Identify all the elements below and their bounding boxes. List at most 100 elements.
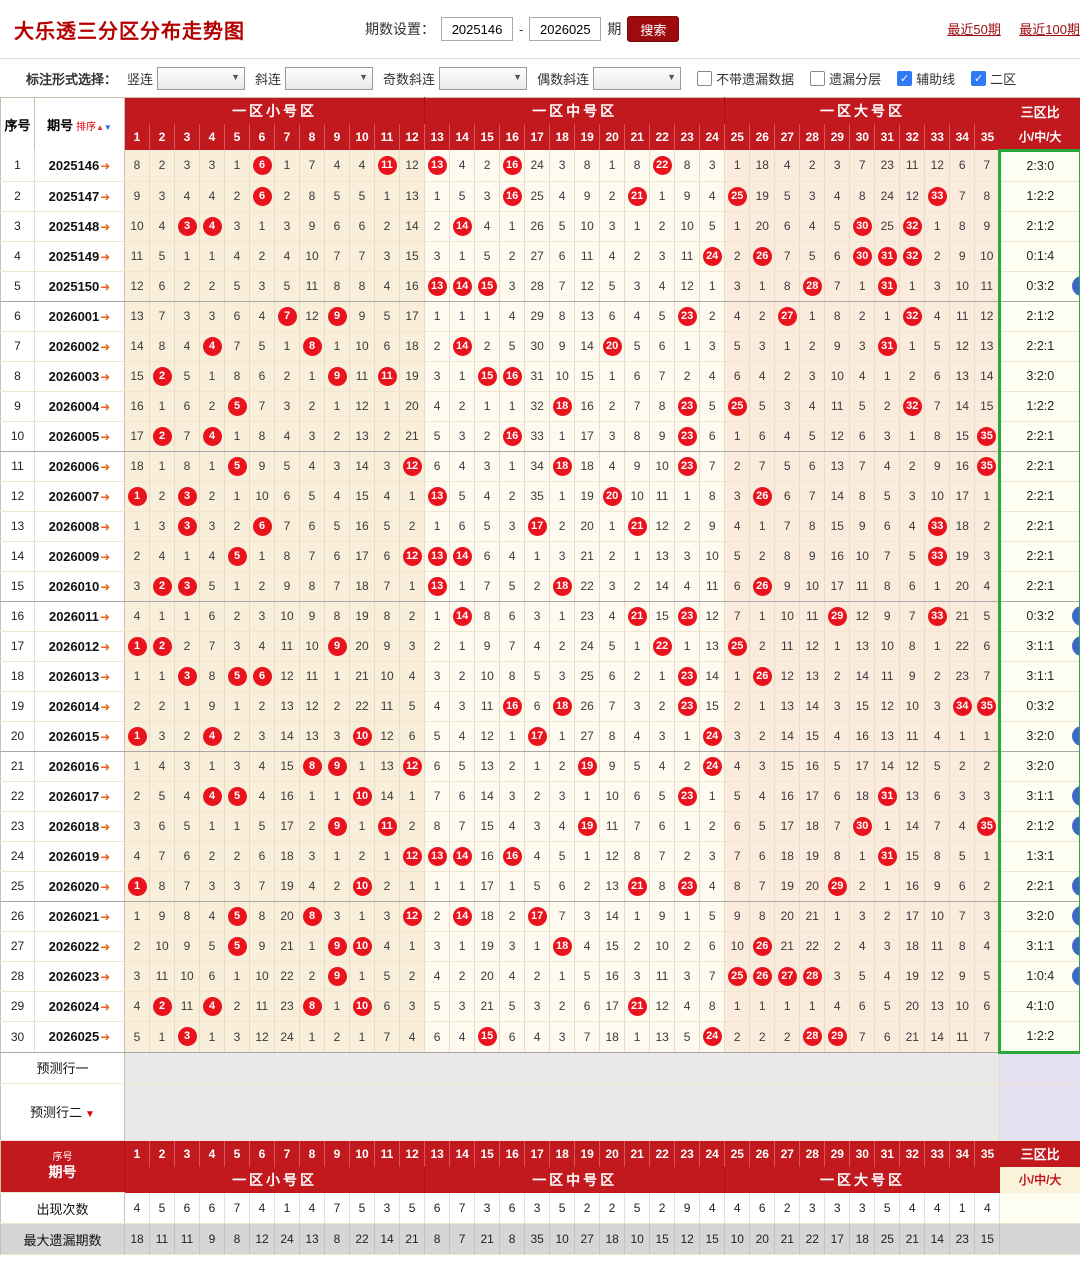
odd-diagonal-select[interactable]: ▼ bbox=[439, 66, 528, 90]
grid-cell: 2 bbox=[974, 751, 1001, 782]
ratio-cell: 3:1:1 bbox=[998, 781, 1080, 812]
grid-cell: 31 bbox=[524, 361, 551, 392]
no-omission-checkbox[interactable] bbox=[697, 70, 713, 86]
sort-asc-icon[interactable]: ▲ bbox=[95, 122, 104, 132]
grid-cell: 4 bbox=[199, 781, 225, 812]
grid-cell: 1 bbox=[324, 991, 350, 1022]
grid-cell: 34 bbox=[949, 691, 976, 722]
grid-cell: 8 bbox=[299, 901, 325, 932]
grid-cell: 4 bbox=[149, 211, 175, 242]
hit-ball: 4 bbox=[202, 336, 222, 356]
seq-cell: 25 bbox=[0, 871, 35, 902]
grid-cell: 13 bbox=[649, 541, 676, 572]
number-column-header: 10 bbox=[349, 124, 375, 150]
recent-100-link[interactable]: 最近100期 bbox=[1019, 22, 1080, 37]
grid-cell: 9 bbox=[324, 811, 350, 842]
vertical-link-select[interactable]: ▼ bbox=[157, 66, 246, 90]
even-diagonal-select[interactable]: ▼ bbox=[593, 66, 682, 90]
grid-cell: 3 bbox=[174, 751, 200, 782]
grid-cell: 1 bbox=[899, 271, 926, 302]
grid-cell: 11 bbox=[899, 721, 926, 752]
grid-cell: 20 bbox=[949, 571, 976, 602]
grid-cell: 7 bbox=[174, 421, 200, 452]
grid-cell: 8 bbox=[249, 421, 275, 452]
prediction-area[interactable] bbox=[124, 1083, 1001, 1141]
grid-cell: 6 bbox=[424, 1021, 451, 1053]
grid-cell: 19 bbox=[474, 931, 501, 962]
sort-control[interactable]: 排序▲▼ bbox=[73, 121, 112, 133]
grid-cell: 5 bbox=[174, 361, 200, 392]
grid-cell: 3 bbox=[224, 871, 250, 902]
grid-cell: 8 bbox=[649, 391, 676, 422]
grid-cell: 1 bbox=[349, 901, 375, 932]
sort-desc-icon[interactable]: ▼ bbox=[103, 122, 112, 132]
grid-cell: 6 bbox=[949, 150, 976, 182]
grid-cell: 6 bbox=[524, 691, 551, 722]
grid-cell: 3 bbox=[649, 241, 676, 272]
grid-cell: 4 bbox=[174, 331, 200, 362]
zone2-checkbox[interactable]: ✓ bbox=[971, 70, 987, 86]
grid-cell: 3 bbox=[474, 181, 501, 212]
grid-cell: 10 bbox=[299, 631, 325, 662]
hit-ball: 6 bbox=[252, 155, 272, 175]
grid-cell: 15 bbox=[574, 361, 601, 392]
period-from-input[interactable] bbox=[441, 17, 513, 41]
grid-cell: 21 bbox=[474, 991, 501, 1022]
period-unit-label: 期 bbox=[607, 21, 622, 37]
arrow-right-icon: ➜ bbox=[100, 669, 111, 684]
grid-cell: 6 bbox=[324, 541, 350, 572]
table-row: 9 2026004➜ 16 1 6 2 5 7 3 2 1 12 1 20 4 2 1 1 32 18 16 2 7 8 23 5… bbox=[0, 391, 1080, 422]
diagonal-link-select[interactable]: ▼ bbox=[285, 66, 374, 90]
grid-cell: 20 bbox=[599, 331, 626, 362]
grid-cell: 12 bbox=[474, 721, 501, 752]
grid-cell: 6 bbox=[724, 811, 751, 842]
grid-cell: 3 bbox=[624, 271, 651, 302]
grid-cell: 1 bbox=[224, 961, 250, 992]
grid-cell: 1 bbox=[124, 511, 150, 542]
grid-cell: 3 bbox=[249, 721, 275, 752]
grid-cell: 3 bbox=[174, 1021, 200, 1053]
grid-cell: 6 bbox=[424, 451, 451, 482]
zone2-ball-fragment bbox=[1072, 635, 1078, 656]
recent-50-link[interactable]: 最近50期 bbox=[947, 22, 1001, 37]
stats-value: 4 bbox=[699, 1192, 726, 1224]
grid-cell: 18 bbox=[549, 931, 576, 962]
grid-cell: 4 bbox=[424, 691, 451, 722]
hit-ball: 26 bbox=[752, 246, 772, 266]
grid-cell: 2 bbox=[524, 571, 551, 602]
helper-line-checkbox[interactable]: ✓ bbox=[897, 70, 913, 86]
grid-cell: 12 bbox=[799, 631, 826, 662]
grid-cell: 2 bbox=[299, 961, 325, 992]
grid-cell: 4 bbox=[724, 301, 751, 332]
grid-cell: 22 bbox=[274, 961, 300, 992]
period-to-input[interactable] bbox=[529, 17, 602, 41]
grid-cell: 4 bbox=[699, 181, 726, 212]
grid-cell: 1 bbox=[149, 601, 175, 632]
grid-cell: 4 bbox=[499, 541, 526, 572]
ratio-cell: 2:2:1 bbox=[998, 571, 1080, 602]
grid-cell: 1 bbox=[474, 301, 501, 332]
grid-cell: 1 bbox=[874, 871, 901, 902]
prediction-area[interactable] bbox=[124, 1052, 1001, 1084]
grid-cell: 4 bbox=[299, 451, 325, 482]
grid-cell: 9 bbox=[349, 301, 375, 332]
grid-cell: 20 bbox=[349, 631, 375, 662]
omission-layer-checkbox[interactable] bbox=[810, 70, 826, 86]
grid-cell: 1 bbox=[774, 331, 801, 362]
grid-cell: 2 bbox=[124, 931, 150, 962]
hit-ball: 16 bbox=[502, 846, 522, 866]
period-cell: 2025149➜ bbox=[34, 241, 125, 272]
grid-cell: 10 bbox=[149, 931, 175, 962]
grid-cell: 11 bbox=[699, 571, 726, 602]
grid-cell: 1 bbox=[224, 691, 250, 722]
hit-ball: 1 bbox=[127, 876, 147, 896]
grid-cell: 25 bbox=[724, 631, 751, 662]
grid-cell: 2 bbox=[174, 721, 200, 752]
grid-cell: 18 bbox=[749, 150, 776, 182]
period-cell: 2025148➜ bbox=[34, 211, 125, 242]
number-column-header: 6 bbox=[249, 1140, 275, 1167]
grid-cell: 2 bbox=[424, 211, 451, 242]
search-button[interactable]: 搜索 bbox=[627, 16, 680, 42]
period-header: 期号 排序▲▼ bbox=[34, 97, 125, 150]
zone2-group: ✓ 二区 bbox=[971, 69, 1016, 88]
